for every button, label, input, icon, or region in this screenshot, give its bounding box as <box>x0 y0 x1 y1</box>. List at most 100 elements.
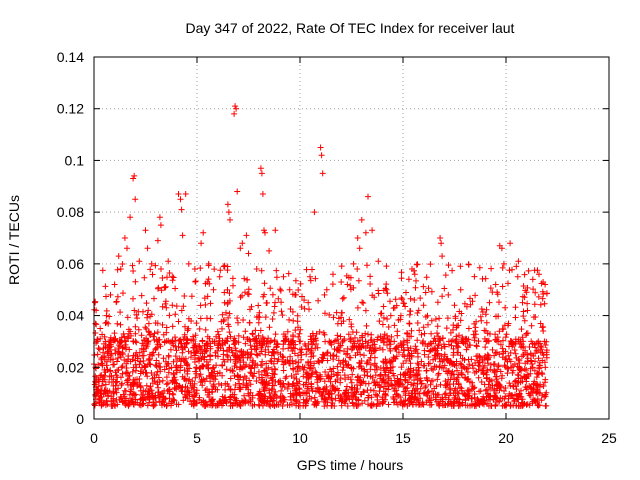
x-tick-label: 25 <box>601 430 617 446</box>
data-point <box>280 354 287 361</box>
data-point <box>385 401 392 408</box>
data-point <box>380 339 387 346</box>
data-point <box>522 374 529 381</box>
data-point <box>132 278 139 285</box>
data-point <box>499 283 506 290</box>
data-point <box>404 337 411 344</box>
data-point <box>244 336 251 342</box>
data-point <box>458 371 465 378</box>
data-point <box>380 365 387 372</box>
data-point <box>457 384 464 391</box>
data-point <box>485 396 492 403</box>
data-point <box>114 320 121 327</box>
data-point <box>466 361 473 368</box>
data-point <box>106 344 113 351</box>
data-point <box>132 196 139 203</box>
data-point <box>153 357 160 364</box>
data-point <box>386 337 393 344</box>
data-point <box>528 389 535 396</box>
data-point <box>226 329 233 336</box>
data-point <box>360 300 367 306</box>
data-point <box>103 397 110 404</box>
data-point <box>541 300 548 307</box>
data-point <box>184 368 191 375</box>
data-point <box>453 376 460 383</box>
data-point <box>416 327 423 334</box>
data-point <box>183 339 190 346</box>
data-point <box>387 341 394 348</box>
data-point <box>389 363 396 370</box>
data-point <box>436 315 443 322</box>
data-point <box>230 368 236 375</box>
data-point <box>181 375 188 382</box>
data-point <box>361 352 367 359</box>
data-point <box>219 325 225 332</box>
data-point <box>329 400 336 406</box>
data-point <box>372 379 378 386</box>
data-point <box>172 311 179 318</box>
x-tick-label: 20 <box>498 430 514 446</box>
data-point <box>159 303 166 310</box>
data-point <box>338 320 345 327</box>
data-point <box>461 300 468 307</box>
data-point <box>449 368 456 375</box>
data-point <box>142 363 149 370</box>
data-point <box>118 382 125 388</box>
data-point <box>253 266 260 272</box>
data-point <box>425 321 431 328</box>
data-point <box>260 335 267 342</box>
data-point <box>291 350 298 357</box>
data-point <box>399 296 406 303</box>
data-point <box>213 362 220 369</box>
data-point <box>173 386 180 393</box>
data-point <box>134 315 141 322</box>
data-point <box>492 281 499 288</box>
data-point <box>327 387 334 394</box>
data-point <box>149 271 156 278</box>
data-point <box>374 366 380 373</box>
data-point <box>255 319 262 326</box>
data-point <box>258 344 265 351</box>
data-point <box>196 394 203 401</box>
data-point <box>371 338 378 345</box>
data-point <box>400 360 407 367</box>
data-point <box>324 357 331 364</box>
data-point <box>537 340 544 347</box>
data-point <box>449 267 456 274</box>
data-point <box>353 329 360 336</box>
data-point <box>116 349 123 356</box>
data-point <box>212 373 219 380</box>
data-point <box>180 303 187 310</box>
data-point <box>498 245 505 252</box>
data-point <box>362 229 369 236</box>
data-point <box>499 354 506 361</box>
data-point <box>405 366 412 373</box>
data-point <box>95 345 102 352</box>
data-point <box>437 235 444 241</box>
data-point <box>451 302 458 309</box>
data-point <box>327 378 334 385</box>
data-point <box>324 350 330 357</box>
data-point <box>423 374 430 381</box>
data-point <box>225 314 232 321</box>
data-point <box>233 347 240 354</box>
data-point <box>92 391 99 398</box>
data-point <box>133 339 140 346</box>
data-point <box>450 402 457 409</box>
data-point <box>340 294 347 301</box>
data-point <box>393 387 400 394</box>
data-point <box>232 345 239 352</box>
data-point <box>285 345 292 352</box>
data-point <box>247 398 254 405</box>
data-point <box>507 240 514 247</box>
data-point <box>290 339 296 346</box>
data-point <box>146 331 153 338</box>
data-point <box>272 388 279 395</box>
data-point <box>303 351 310 358</box>
data-point <box>346 354 353 361</box>
data-point <box>318 393 325 400</box>
data-point <box>457 360 464 367</box>
data-point <box>181 293 188 299</box>
data-point <box>398 364 405 371</box>
y-tick-label: 0.08 <box>57 204 84 220</box>
